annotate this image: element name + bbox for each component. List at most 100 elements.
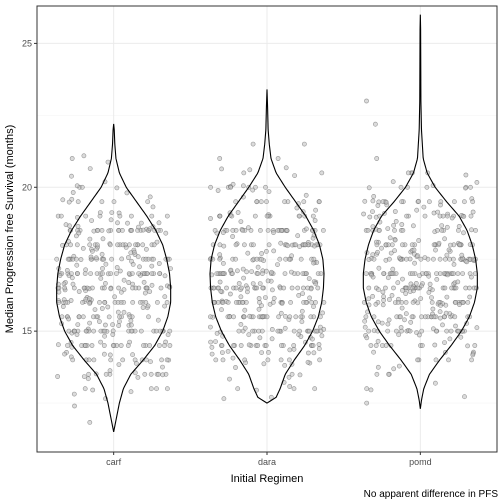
jitter-points (54, 98, 480, 425)
data-point (399, 222, 405, 227)
data-point (111, 199, 117, 205)
data-point (390, 179, 396, 185)
data-point (71, 285, 77, 291)
data-point (380, 289, 386, 295)
data-point (376, 265, 382, 271)
data-point (125, 343, 131, 348)
data-point (238, 321, 244, 327)
data-point (240, 266, 246, 272)
data-point (373, 343, 379, 348)
data-point (367, 214, 373, 220)
data-point (79, 184, 85, 190)
data-point (313, 207, 318, 213)
data-point (247, 167, 253, 173)
data-point (256, 306, 262, 312)
data-point (441, 314, 447, 320)
data-point (149, 263, 155, 269)
data-point (460, 299, 466, 305)
data-point (241, 275, 246, 281)
data-point (373, 301, 379, 307)
data-point (270, 299, 276, 305)
data-point (242, 357, 248, 363)
data-point (460, 271, 465, 276)
data-point (389, 292, 395, 298)
data-point (164, 213, 170, 219)
data-point (164, 299, 170, 305)
data-point (90, 248, 95, 254)
data-point (140, 227, 146, 233)
data-point (369, 272, 374, 278)
data-point (392, 227, 397, 233)
data-point (380, 199, 386, 205)
data-point (240, 299, 245, 305)
data-point (214, 271, 220, 276)
data-point (162, 343, 167, 348)
data-point (114, 271, 119, 276)
data-point (217, 156, 223, 161)
data-point (313, 299, 318, 305)
data-point (393, 328, 399, 334)
data-point (407, 328, 413, 334)
data-point (449, 285, 454, 291)
data-point (87, 320, 92, 326)
data-point (463, 172, 469, 178)
data-point (233, 242, 239, 248)
data-point (125, 255, 131, 260)
data-point (256, 296, 262, 301)
data-point (444, 213, 450, 219)
data-point (144, 285, 150, 291)
data-point (439, 227, 445, 233)
data-point (233, 285, 239, 291)
violin-pomd (362, 14, 478, 409)
data-point (303, 299, 309, 305)
data-point (468, 213, 474, 219)
data-point (97, 299, 102, 305)
data-point (442, 285, 448, 291)
data-point (442, 236, 447, 242)
data-point (291, 386, 297, 392)
data-point (458, 334, 464, 340)
data-point (136, 224, 141, 230)
data-point (106, 228, 112, 234)
data-point (128, 389, 134, 395)
data-point (371, 256, 377, 262)
data-point (250, 141, 256, 147)
data-point (109, 210, 115, 215)
data-point (80, 245, 86, 251)
data-point (455, 271, 461, 276)
data-point (266, 242, 272, 248)
data-point (410, 271, 415, 276)
data-point (254, 256, 260, 262)
data-point (58, 213, 64, 219)
data-point (164, 386, 170, 392)
data-point (426, 199, 432, 205)
data-point (444, 328, 450, 334)
data-point (467, 294, 473, 300)
data-point (149, 282, 155, 288)
data-point (260, 314, 266, 320)
data-point (148, 386, 154, 392)
data-point (245, 225, 251, 231)
data-point (75, 199, 81, 205)
data-point (419, 328, 425, 334)
data-point (239, 285, 244, 291)
data-point (54, 256, 60, 262)
data-point (145, 303, 151, 309)
data-point (288, 299, 293, 305)
data-point (160, 372, 166, 378)
data-point (447, 256, 452, 262)
data-point (295, 233, 301, 239)
data-point (227, 376, 232, 382)
data-point (87, 300, 92, 306)
data-point (103, 261, 109, 267)
data-point (278, 357, 284, 363)
data-point (446, 357, 451, 363)
data-point (255, 264, 261, 270)
data-point (412, 260, 417, 266)
data-point (399, 328, 404, 334)
data-point (262, 295, 268, 300)
data-point (282, 325, 288, 331)
data-point (236, 328, 242, 334)
data-point (148, 371, 154, 377)
data-point (461, 230, 466, 236)
